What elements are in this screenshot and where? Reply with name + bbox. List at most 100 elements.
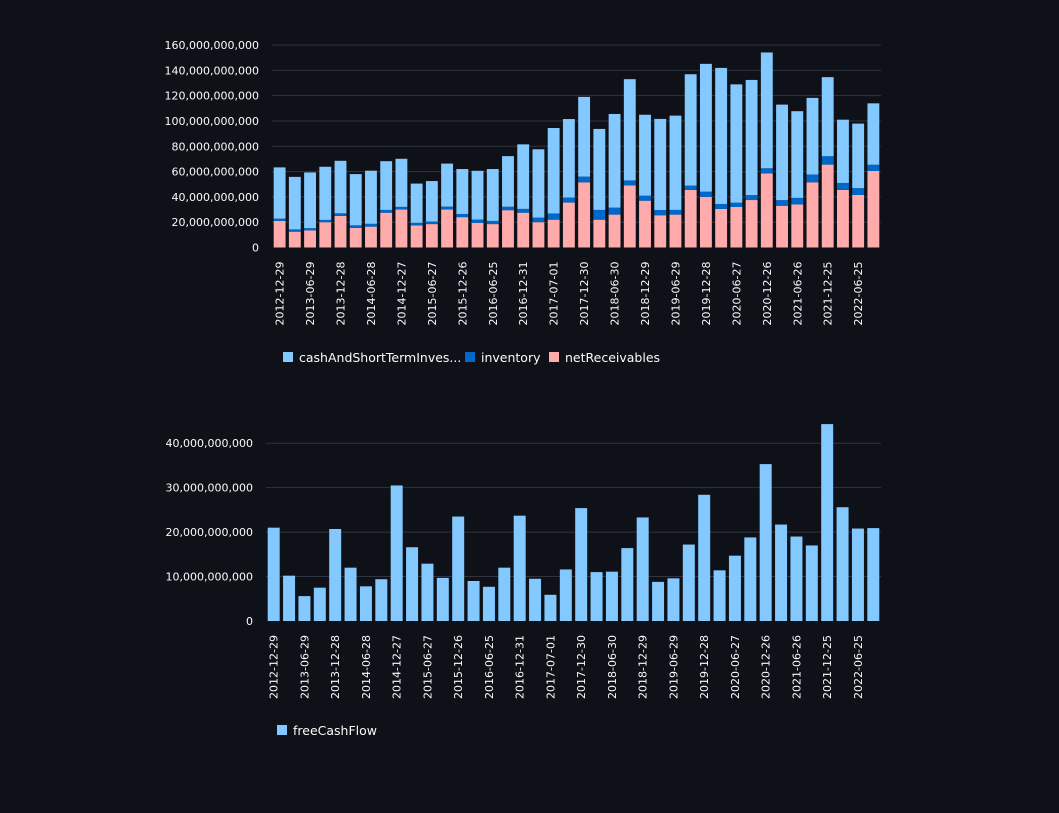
bar-freecashflow[interactable] <box>836 507 849 621</box>
bar-cashandshortterminves[interactable] <box>517 144 530 209</box>
bar-netreceivables[interactable] <box>791 204 804 248</box>
bar-cashandshortterminves[interactable] <box>471 170 484 220</box>
bar-freecashflow[interactable] <box>867 528 880 621</box>
bar-inventory[interactable] <box>806 174 819 183</box>
legend-item-inventory[interactable]: inventory <box>465 350 541 365</box>
bar-freecashflow[interactable] <box>821 424 834 621</box>
bar-netreceivables[interactable] <box>395 209 408 248</box>
bar-netreceivables[interactable] <box>380 212 393 248</box>
bar-inventory[interactable] <box>547 213 560 220</box>
bar-netreceivables[interactable] <box>715 208 728 248</box>
bar-freecashflow[interactable] <box>744 537 757 621</box>
bar-netreceivables[interactable] <box>547 219 560 248</box>
bar-freecashflow[interactable] <box>590 572 603 621</box>
bar-cashandshortterminves[interactable] <box>760 52 773 169</box>
bar-netreceivables[interactable] <box>578 182 591 248</box>
bar-inventory[interactable] <box>760 168 773 174</box>
bar-freecashflow[interactable] <box>805 545 818 621</box>
bar-netreceivables[interactable] <box>684 189 697 248</box>
bar-netreceivables[interactable] <box>669 214 682 248</box>
bar-netreceivables[interactable] <box>639 200 651 248</box>
bar-inventory[interactable] <box>654 210 667 216</box>
bar-inventory[interactable] <box>578 176 591 183</box>
bar-netreceivables[interactable] <box>425 224 438 248</box>
bar-netreceivables[interactable] <box>776 205 788 248</box>
bar-freecashflow[interactable] <box>775 524 788 621</box>
bar-inventory[interactable] <box>684 185 697 190</box>
bar-cashandshortterminves[interactable] <box>654 118 667 211</box>
bar-freecashflow[interactable] <box>406 547 419 621</box>
bar-freecashflow[interactable] <box>636 517 649 621</box>
bar-netreceivables[interactable] <box>456 217 469 248</box>
bar-netreceivables[interactable] <box>349 227 362 248</box>
legend-item-fcf[interactable]: freeCashFlow <box>277 723 377 738</box>
bar-inventory[interactable] <box>730 202 743 207</box>
bar-freecashflow[interactable] <box>482 586 495 621</box>
bar-inventory[interactable] <box>852 188 865 195</box>
bar-cashandshortterminves[interactable] <box>319 166 332 220</box>
bar-inventory[interactable] <box>349 225 362 228</box>
legend-item-cash[interactable]: cashAndShortTermInves... <box>283 350 461 365</box>
bar-inventory[interactable] <box>471 219 484 223</box>
bar-freecashflow[interactable] <box>390 485 403 621</box>
bar-netreceivables[interactable] <box>806 182 819 248</box>
bar-cashandshortterminves[interactable] <box>349 174 362 226</box>
bar-cashandshortterminves[interactable] <box>441 163 454 207</box>
bar-inventory[interactable] <box>441 206 454 210</box>
bar-inventory[interactable] <box>425 221 438 225</box>
bar-cashandshortterminves[interactable] <box>639 114 651 196</box>
bar-netreceivables[interactable] <box>334 215 347 248</box>
bar-netreceivables[interactable] <box>760 173 773 248</box>
bar-netreceivables[interactable] <box>304 230 317 248</box>
bar-cashandshortterminves[interactable] <box>365 170 377 224</box>
bar-netreceivables[interactable] <box>623 185 636 248</box>
bar-cashandshortterminves[interactable] <box>502 156 514 207</box>
bar-netreceivables[interactable] <box>273 220 286 248</box>
bar-freecashflow[interactable] <box>452 516 465 621</box>
bar-cashandshortterminves[interactable] <box>623 79 636 181</box>
bar-netreceivables[interactable] <box>730 207 743 248</box>
bar-freecashflow[interactable] <box>283 575 296 621</box>
bar-netreceivables[interactable] <box>410 225 423 248</box>
bar-netreceivables[interactable] <box>821 164 834 248</box>
bar-netreceivables[interactable] <box>852 194 865 248</box>
bar-cashandshortterminves[interactable] <box>821 77 834 157</box>
bar-netreceivables[interactable] <box>745 200 758 248</box>
bar-inventory[interactable] <box>502 206 514 211</box>
bar-freecashflow[interactable] <box>759 464 772 621</box>
bar-freecashflow[interactable] <box>682 544 695 621</box>
bar-netreceivables[interactable] <box>593 219 606 248</box>
bar-cashandshortterminves[interactable] <box>304 172 317 229</box>
bar-freecashflow[interactable] <box>513 515 526 621</box>
bar-cashandshortterminves[interactable] <box>562 119 575 198</box>
bar-freecashflow[interactable] <box>652 581 665 621</box>
bar-freecashflow[interactable] <box>375 579 388 621</box>
bar-freecashflow[interactable] <box>605 571 618 621</box>
bar-cashandshortterminves[interactable] <box>425 181 438 222</box>
bar-inventory[interactable] <box>776 200 788 206</box>
bar-inventory[interactable] <box>562 197 575 203</box>
bar-inventory[interactable] <box>639 195 651 201</box>
bar-freecashflow[interactable] <box>698 494 711 621</box>
bar-freecashflow[interactable] <box>298 596 311 621</box>
bar-inventory[interactable] <box>304 228 317 231</box>
bar-cashandshortterminves[interactable] <box>273 167 286 219</box>
bar-inventory[interactable] <box>867 164 880 171</box>
bar-inventory[interactable] <box>380 209 393 213</box>
bar-cashandshortterminves[interactable] <box>836 119 849 183</box>
bar-inventory[interactable] <box>456 213 469 218</box>
bar-inventory[interactable] <box>410 222 423 226</box>
bar-netreceivables[interactable] <box>471 222 484 248</box>
bar-cashandshortterminves[interactable] <box>410 183 423 223</box>
bar-netreceivables[interactable] <box>517 212 530 248</box>
bar-freecashflow[interactable] <box>851 528 864 621</box>
bar-inventory[interactable] <box>608 207 621 215</box>
bar-inventory[interactable] <box>791 197 804 205</box>
bar-freecashflow[interactable] <box>498 567 511 621</box>
bar-cashandshortterminves[interactable] <box>669 115 682 210</box>
bar-cashandshortterminves[interactable] <box>593 128 606 210</box>
bar-cashandshortterminves[interactable] <box>608 113 621 208</box>
bar-cashandshortterminves[interactable] <box>380 161 393 210</box>
bar-inventory[interactable] <box>517 208 530 213</box>
bar-netreceivables[interactable] <box>562 202 575 248</box>
